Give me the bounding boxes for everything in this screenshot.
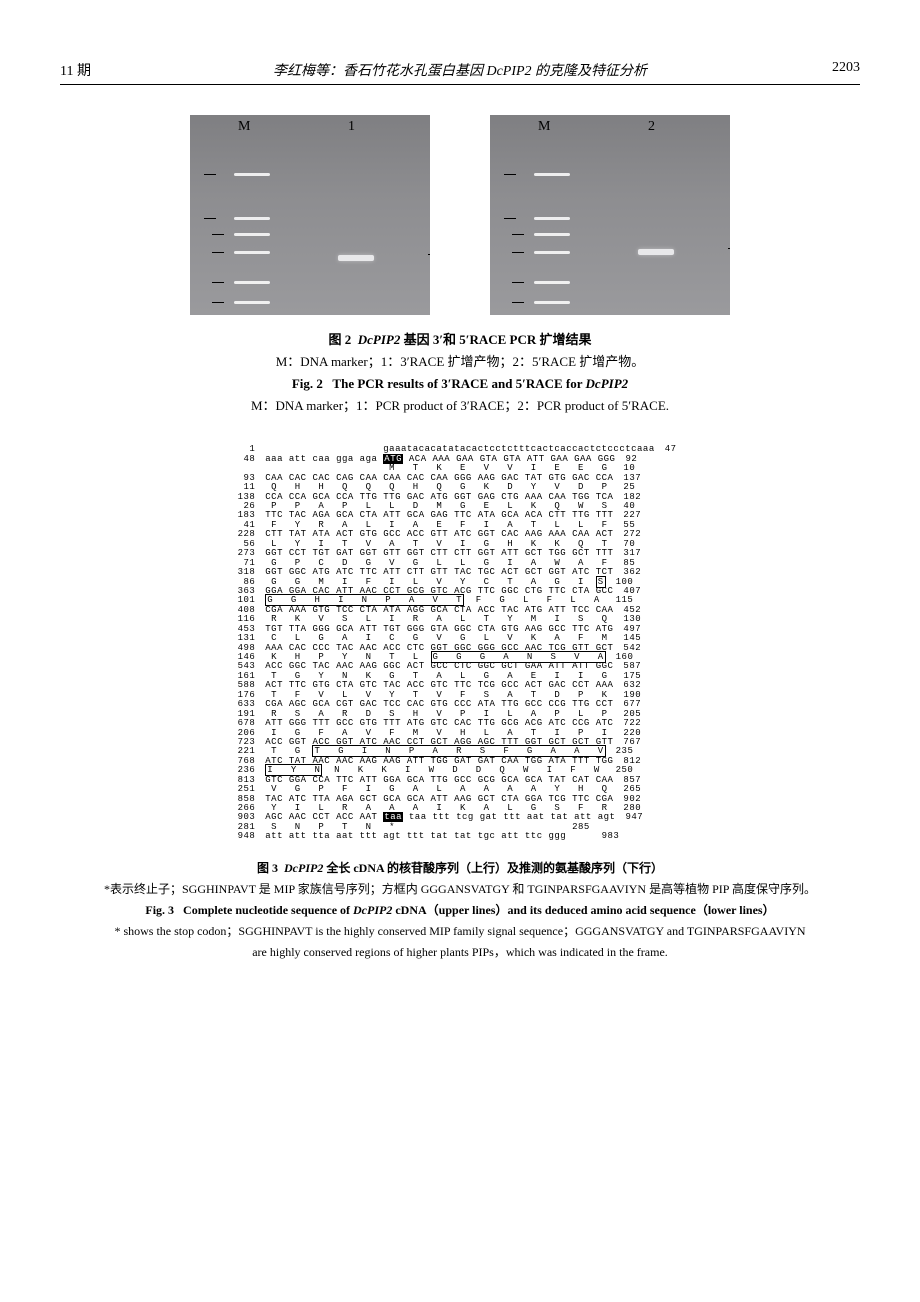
figure-2-caption: 图 2 DcPIP2 基因 3′和 5′RACE PCR 扩增结果 M：DNA … (60, 329, 860, 417)
gel-a-lane-1-label: 1 (348, 119, 355, 135)
running-title-gene: DcPIP2 (486, 64, 531, 79)
seq-pos-left: 1 (215, 445, 265, 454)
seq-pos-left: 948 (215, 832, 265, 841)
issue-number: 11 期 (60, 60, 150, 80)
figure-3-sequence: 1 gaaatacacatatacactcctctttcactcaccactct… (60, 445, 860, 841)
seq-pos-left: 273 (215, 549, 265, 558)
nucleotide-row: 948att att tta aat ttt agt ttt tat tat t… (215, 832, 704, 841)
running-title-suffix: 的克隆及特征分析 (532, 64, 648, 79)
seq-pos-left: 318 (215, 568, 265, 577)
figure-3-caption: 图 3 DcPIP2 全长 cDNA 的核苷酸序列（上行）及推测的氨基酸序列（下… (60, 858, 860, 963)
gel-a: M 1 2 000 bp 1 000 bp 750 bp 5 (190, 115, 430, 315)
gel-b-lane-m-label: M (538, 119, 550, 135)
figure-2-gels: M 1 2 000 bp 1 000 bp 750 bp 5 (60, 115, 860, 315)
fig2-legend-en: M：DNA marker；1：PCR product of 3′RACE；2：P… (60, 395, 860, 417)
fig3-title-cn: 图 3 DcPIP2 全长 cDNA 的核苷酸序列（上行）及推测的氨基酸序列（下… (60, 858, 860, 879)
gel-b: M 2 2 000 bp 1 000 bp 750 bp 5 (490, 115, 730, 315)
gel-a-sample-lane (334, 143, 378, 305)
seq-pos-left: 93 (215, 474, 265, 483)
seq-pos-right: 47 (655, 445, 705, 454)
fig3-title-en: Fig. 3 Complete nucleotide sequence of D… (60, 900, 860, 921)
gel-b-lane-2-label: 2 (648, 119, 655, 135)
seq-pos-right: 317 (613, 549, 663, 558)
seq-pos-right: 947 (615, 813, 665, 822)
seq-pos-left: 138 (215, 493, 265, 502)
seq-pos-right: 137 (613, 474, 663, 483)
running-title-prefix: 李红梅等：香石竹花水孔蛋白基因 (273, 64, 487, 79)
gel-b-marker-lane (530, 143, 574, 305)
seq-content: att att tta aat ttt agt ttt tat tat tgc … (265, 832, 619, 841)
running-title: 李红梅等：香石竹花水孔蛋白基因 DcPIP2 的克隆及特征分析 (150, 60, 770, 80)
seq-pos-right: 182 (613, 493, 663, 502)
page-header: 11 期 李红梅等：香石竹花水孔蛋白基因 DcPIP2 的克隆及特征分析 220… (60, 60, 860, 85)
seq-pos-right: 227 (613, 511, 663, 520)
seq-pos-left: 228 (215, 530, 265, 539)
gel-a-marker-lane (230, 143, 274, 305)
seq-pos-left: 183 (215, 511, 265, 520)
page-number: 2203 (770, 60, 860, 80)
seq-pos-left: 48 (215, 455, 265, 464)
gel-b-sample-lane (634, 143, 678, 305)
gel-a-lane-m-label: M (238, 119, 250, 135)
fig2-title-cn: 图 2 DcPIP2 基因 3′和 5′RACE PCR 扩增结果 (60, 329, 860, 351)
fig2-title-en: Fig. 2 The PCR results of 3′RACE and 5′R… (60, 373, 860, 395)
fig3-note-en-2: are highly conserved regions of higher p… (60, 942, 860, 963)
seq-pos-right: 272 (613, 530, 663, 539)
fig3-note-cn: *表示终止子；SGGHINPAVT 是 MIP 家族信号序列；方框内 GGGAN… (60, 879, 860, 900)
fig3-note-en-1: * shows the stop codon；SGGHINPAVT is the… (60, 921, 860, 942)
fig2-legend-cn: M：DNA marker；1：3′RACE 扩增产物；2：5′RACE 扩增产物… (60, 351, 860, 373)
